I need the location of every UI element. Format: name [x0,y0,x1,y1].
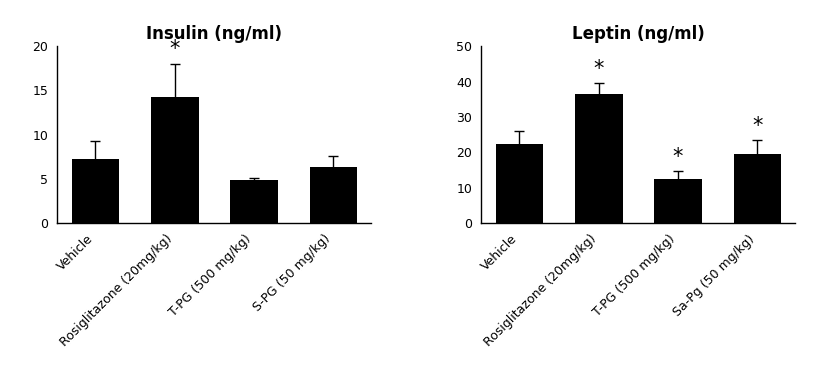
Text: *: * [751,116,762,136]
Bar [495,144,542,223]
Bar [574,94,622,223]
Text: *: * [593,59,603,79]
Bar [71,159,119,223]
Bar [654,179,701,223]
Bar [310,167,357,223]
Bar [151,97,198,223]
Text: *: * [672,147,682,167]
Title: Insulin (ng/ml): Insulin (ng/ml) [147,25,282,43]
Bar [733,154,781,223]
Bar [230,180,278,223]
Text: *: * [170,40,179,59]
Title: Leptin (ng/ml): Leptin (ng/ml) [572,25,704,43]
